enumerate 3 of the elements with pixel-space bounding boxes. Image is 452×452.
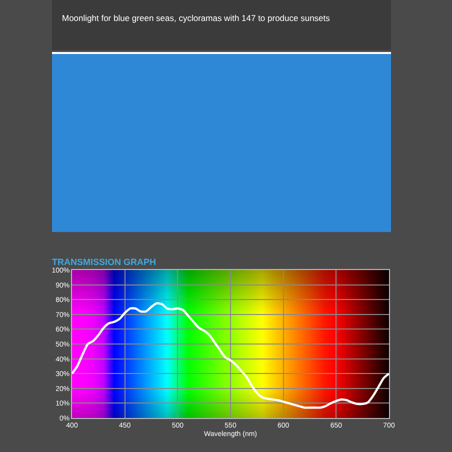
chart-subtitle: Moonlight for blue green seas, cycloramas with 147 to produce sunsets [62, 13, 330, 23]
chart-title: TRANSMISSION GRAPH [52, 257, 156, 268]
line-series [72, 302, 389, 409]
